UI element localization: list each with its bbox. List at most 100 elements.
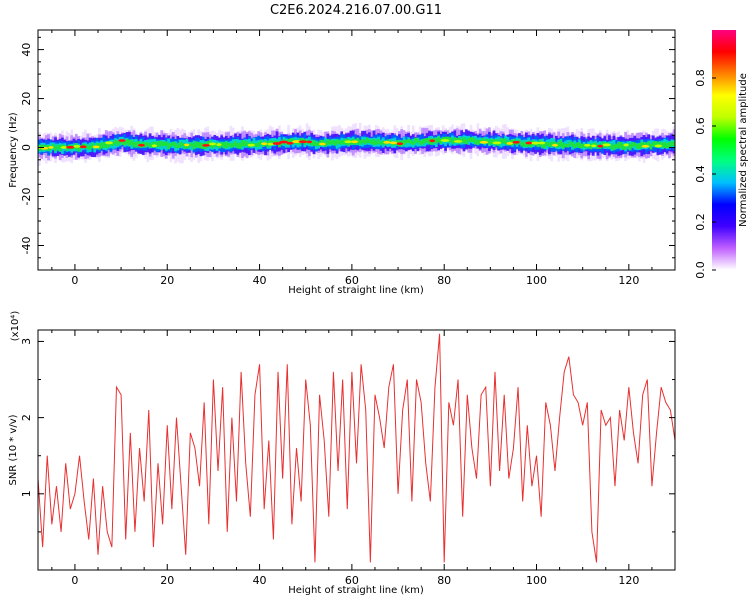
spectrogram-cell xyxy=(573,143,577,149)
spectrogram-cell xyxy=(368,139,371,144)
spectrogram-cell xyxy=(194,141,198,148)
spectrogram-x-label: Height of straight line (km) xyxy=(288,285,424,296)
spectrogram-cell xyxy=(176,144,180,149)
y-tick-label: 2 xyxy=(20,414,33,421)
x-tick-label: 20 xyxy=(160,274,174,287)
colorbar-tick-label: 0.6 xyxy=(694,117,707,135)
spectrogram-cell xyxy=(589,143,593,150)
spectrogram-cell xyxy=(651,141,655,147)
spectrogram-cell xyxy=(181,142,184,147)
spectrogram-cell xyxy=(416,138,420,143)
spectrogram-cell xyxy=(100,142,104,149)
spectrogram-cell xyxy=(522,141,526,147)
spectrogram-cell xyxy=(155,141,159,147)
spectrogram-cell xyxy=(102,142,106,148)
spectrogram-cell xyxy=(536,141,540,148)
spectrogram-peak xyxy=(306,140,313,144)
spectrogram-peak xyxy=(208,142,217,146)
spectrogram-cell xyxy=(51,143,55,149)
spectrogram-cell xyxy=(86,145,90,149)
x-tick-label: 20 xyxy=(160,574,174,587)
spectrogram-peak xyxy=(66,145,75,149)
spectrogram-cell xyxy=(190,142,194,147)
spectrogram-peak xyxy=(525,141,533,145)
spectrogram-peak xyxy=(79,145,87,149)
x-tick-label: 120 xyxy=(618,274,639,287)
snr-y-label: SNR (10 * v/v) xyxy=(8,414,19,485)
spectrogram-cell xyxy=(612,144,616,151)
spectrogram-cell xyxy=(374,141,378,145)
spectrogram-cell xyxy=(197,142,200,148)
x-tick-label: 100 xyxy=(526,574,547,587)
spectrogram-cell xyxy=(130,140,134,145)
spectrogram-peak xyxy=(184,143,190,147)
spectrogram-cell xyxy=(407,139,410,143)
spectrogram-peak xyxy=(318,142,326,146)
spectrogram-cell xyxy=(474,139,477,145)
spectrogram-cell xyxy=(164,141,168,151)
spectrogram-cell xyxy=(65,145,69,151)
spectrogram-cell xyxy=(464,139,468,145)
spectrogram-cell xyxy=(499,138,503,144)
spectrogram-cell xyxy=(566,139,570,148)
spectrogram-cell xyxy=(658,141,662,148)
spectrogram-cell xyxy=(199,142,203,149)
spectrogram-cell xyxy=(146,142,150,146)
spectrogram-cell xyxy=(314,142,318,146)
spectrogram-peak xyxy=(654,144,663,148)
spectrogram-cell xyxy=(213,143,217,148)
spectrogram-cell xyxy=(557,142,561,147)
spectrogram-cell xyxy=(132,142,136,148)
spectrogram-cell xyxy=(312,140,316,147)
spectrogram-cell xyxy=(439,138,443,144)
spectrogram-cell xyxy=(381,140,385,145)
spectrogram-cell xyxy=(568,141,572,146)
spectrogram-cell xyxy=(229,143,233,148)
spectrogram-cell xyxy=(234,141,237,147)
spectrogram-cell xyxy=(640,142,644,149)
colorbar-scale xyxy=(712,30,736,270)
spectrogram-cell xyxy=(363,139,367,145)
spectrogram-cell xyxy=(211,142,214,149)
spectrogram-cell xyxy=(469,137,473,143)
spectrogram-cell xyxy=(356,137,360,144)
spectrogram-cell xyxy=(335,139,339,145)
spectrogram-cell xyxy=(421,139,424,145)
spectrogram-cell xyxy=(148,143,152,148)
spectrogram-cell xyxy=(423,138,427,144)
spectrogram-cell xyxy=(451,139,454,144)
spectrogram-cell xyxy=(372,139,376,146)
spectrogram-cell xyxy=(404,139,408,144)
spectrogram-cell xyxy=(668,142,671,148)
spectrogram-peak xyxy=(60,146,68,149)
spectrogram-cell xyxy=(614,143,618,148)
spectrogram-peak xyxy=(292,140,301,143)
spectrogram-cell xyxy=(428,138,431,145)
spectrogram-cell xyxy=(271,140,274,145)
spectrogram-peak xyxy=(396,142,404,146)
spectrogram-peak xyxy=(298,140,308,144)
spectrogram-cell xyxy=(287,138,290,145)
y-tick-label: 3 xyxy=(20,338,33,345)
spectrogram-cell xyxy=(529,141,533,148)
spectrogram-cell xyxy=(169,142,173,147)
spectrogram-peak xyxy=(344,140,353,144)
spectrogram-peak xyxy=(92,145,100,149)
spectrogram-cell xyxy=(160,141,164,146)
spectrogram-peak xyxy=(429,139,436,143)
spectrogram-cell xyxy=(504,138,507,145)
snr-x-label: Height of straight line (km) xyxy=(288,585,424,596)
y-tick-label: 0 xyxy=(20,144,33,151)
spectrogram-cell xyxy=(137,140,140,146)
spectrogram-cell xyxy=(580,143,584,149)
spectrogram-cell xyxy=(511,139,514,146)
spectrogram-cell xyxy=(490,138,494,144)
spectrogram-cell xyxy=(661,142,664,148)
x-tick-label: 80 xyxy=(437,274,451,287)
spectrogram-cell xyxy=(77,145,80,152)
spectrogram-cell xyxy=(559,140,563,147)
spectrogram-y-label: Frequency (Hz) xyxy=(8,112,19,188)
spectrogram-cell xyxy=(252,138,256,148)
spectrogram-peak xyxy=(531,141,540,145)
spectrogram-cell xyxy=(188,143,191,148)
